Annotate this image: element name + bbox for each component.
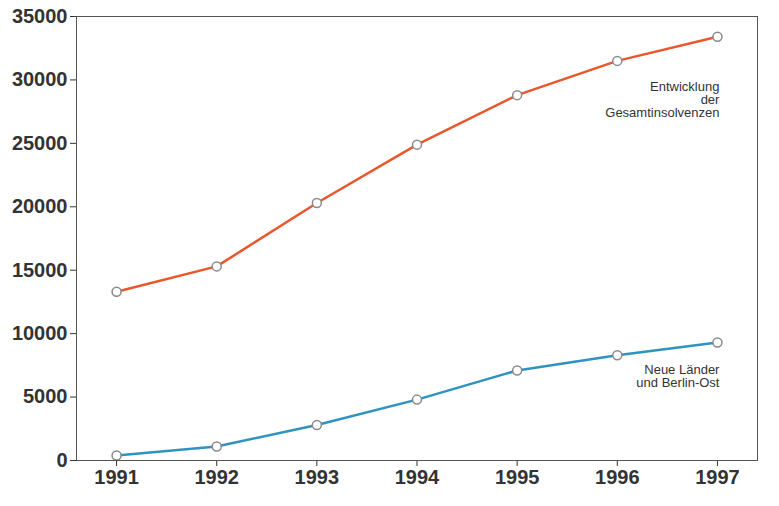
svg-text:30000: 30000	[12, 68, 68, 90]
svg-text:25000: 25000	[12, 132, 68, 154]
svg-text:1994: 1994	[395, 466, 440, 488]
svg-text:1996: 1996	[595, 466, 640, 488]
svg-text:1995: 1995	[495, 466, 540, 488]
svg-text:10000: 10000	[12, 322, 68, 344]
svg-text:20000: 20000	[12, 195, 68, 217]
svg-text:5000: 5000	[23, 385, 68, 407]
svg-text:EntwicklungderGesamtinsolvenze: EntwicklungderGesamtinsolvenzen	[605, 79, 720, 120]
svg-text:35000: 35000	[12, 5, 68, 27]
svg-text:1997: 1997	[695, 466, 740, 488]
svg-text:1992: 1992	[194, 466, 239, 488]
svg-text:15000: 15000	[12, 259, 68, 281]
svg-text:Neue Länderund Berlin-Ost: Neue Länderund Berlin-Ost	[636, 362, 720, 390]
svg-text:1993: 1993	[295, 466, 340, 488]
svg-text:0: 0	[56, 449, 67, 471]
svg-text:1991: 1991	[94, 466, 139, 488]
